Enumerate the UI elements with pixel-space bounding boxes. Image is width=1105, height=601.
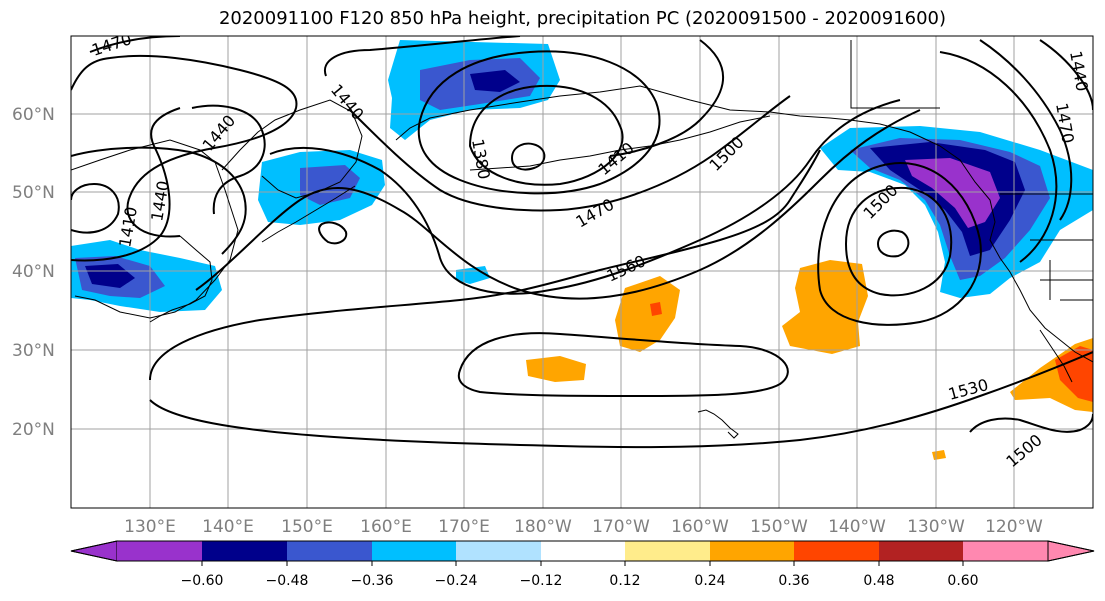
contour-1500-south [969, 413, 1093, 433]
contour-1380-bering [468, 84, 624, 186]
colorbar-segment [710, 541, 794, 561]
contour-1500-east [939, 51, 1058, 263]
contour-1530-top [609, 39, 724, 157]
precip-blob-central-pacific-a [615, 276, 680, 352]
coast-baja [1039, 329, 1073, 383]
coast-japan [149, 235, 213, 323]
colorbar-segment [541, 541, 625, 561]
contour-1500-long [195, 109, 921, 300]
contour-west-low-outer [71, 107, 181, 262]
coast-asia [71, 139, 239, 319]
lon-label: 120°W [985, 517, 1043, 537]
colorbar-tick-label: −0.24 [435, 573, 478, 589]
lon-label: 160°W [671, 517, 729, 537]
contour-1440-long [349, 95, 791, 212]
contour-1440-east [1039, 39, 1093, 111]
coastlines [71, 40, 1093, 439]
lon-label: 180°W [514, 517, 572, 537]
colorbar-outline [70, 540, 1095, 562]
lon-label: 170°W [592, 517, 650, 537]
colorbar-arrow-left [70, 540, 118, 562]
precip-blob-central-pacific-b [526, 356, 586, 382]
coast-hawaii [697, 409, 739, 439]
lat-label: 20°N [12, 420, 55, 440]
precip-blob-bering-center [470, 70, 520, 92]
lat-label: 60°N [12, 105, 55, 125]
lon-label: 150°E [281, 517, 333, 537]
contour-1530 [149, 351, 1093, 449]
coast-alaska [395, 85, 941, 147]
colorbar-segment [202, 541, 287, 561]
lat-label: 40°N [12, 262, 55, 282]
longitude-labels: 130°E 140°E 150°E 160°E 170°E 180°W 170°… [124, 517, 1043, 537]
colorbar-segment [117, 541, 202, 561]
colorbar-segment [963, 541, 1048, 561]
colorbar-segment [625, 541, 710, 561]
contour-north-hump [71, 54, 298, 238]
contour-low-ne-mid [844, 186, 953, 297]
map-panel: 1470 1440 1440 1410 1440 1380 1410 1500 … [71, 36, 1093, 508]
contour-1560 [149, 149, 821, 381]
contour-1470-east [979, 39, 1073, 221]
lon-label: 170°E [438, 517, 490, 537]
colorbar-arrow-right [1047, 540, 1095, 562]
height-contours [71, 36, 1093, 449]
precip-blob-mexico-core [1055, 346, 1093, 402]
colorbar: −0.60 −0.48 −0.36 −0.24 −0.12 0.12 0.24 … [70, 540, 1095, 589]
contour-1560-inner [457, 332, 789, 397]
latitude-labels: 60°N 50°N 40°N 30°N 20°N [12, 105, 55, 440]
lon-label: 130°W [907, 517, 965, 537]
colorbar-segment [287, 541, 372, 561]
colorbar-tick-label: −0.48 [266, 573, 309, 589]
colorbar-segment [372, 541, 456, 561]
precip-blob-northeast-pacific [782, 260, 868, 354]
lat-label: 50°N [12, 183, 55, 203]
lon-label: 140°W [828, 517, 886, 537]
contour-1410-kamchatka [191, 104, 266, 215]
map-title: 2020091100 F120 850 hPa height, precipit… [218, 8, 947, 29]
precip-blob-central-pacific-a-core [650, 302, 662, 316]
colorbar-tick-label: −0.36 [351, 573, 394, 589]
contour-1440-west [71, 146, 247, 255]
colorbar-tick-label: −0.60 [181, 573, 224, 589]
contour-1410-bering [417, 50, 661, 195]
colorbar-tick-label: 0.60 [947, 573, 978, 589]
colorbar-segment [794, 541, 879, 561]
contour-low-ne-small [876, 229, 910, 258]
coast-alaska-border [850, 40, 940, 109]
lon-label: 160°E [360, 517, 412, 537]
colorbar-segment [456, 541, 541, 561]
lon-label: 140°E [202, 517, 254, 537]
contour-island [318, 221, 348, 245]
lat-label: 30°N [12, 341, 55, 361]
precip-positive-shading [526, 260, 1093, 460]
colorbar-tick-label: −0.12 [520, 573, 563, 589]
colorbar-tick-label: 0.48 [863, 573, 894, 589]
colorbar-tick-label: 0.36 [778, 573, 809, 589]
contour-1380-bering-inner [510, 142, 546, 171]
map-frame [70, 35, 1094, 509]
contour-1470-long [269, 99, 901, 295]
precip-negative-shading [71, 40, 1093, 312]
coast-state-lines [1030, 239, 1093, 301]
colorbar-tick-label: 0.12 [609, 573, 640, 589]
coast-kurils [261, 185, 356, 243]
contour-low-ne-outer [817, 162, 982, 326]
contour-west-low-inner [71, 182, 120, 234]
contour-1440-upper [323, 36, 521, 77]
colorbar-segment [879, 541, 963, 561]
colorbar-tick-label: 0.24 [694, 573, 725, 589]
precip-blob-gulf-alaska-purple [905, 158, 1000, 228]
colorbar-ticks [201, 561, 964, 566]
lon-label: 130°E [124, 517, 176, 537]
coast-north-america [939, 145, 1093, 363]
precip-blob-japan-center [85, 264, 135, 288]
lon-label: 150°W [750, 517, 808, 537]
